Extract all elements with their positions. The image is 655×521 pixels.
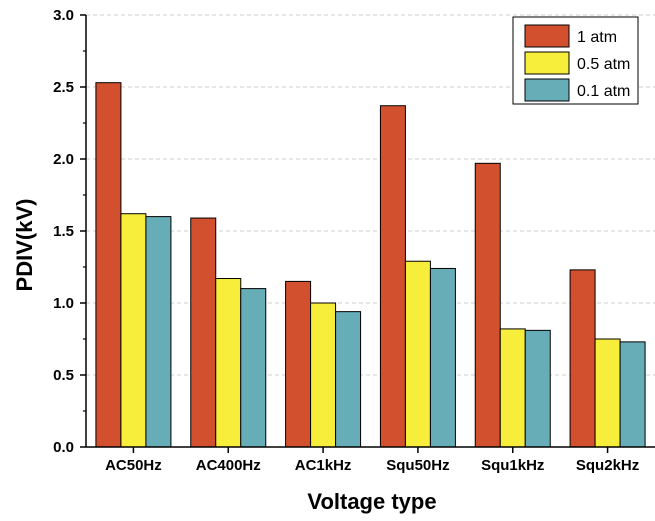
y-tick-label: 2.5 [53, 79, 74, 96]
legend-label: 0.1 atm [577, 83, 630, 100]
bar [95, 82, 122, 448]
bar [594, 338, 621, 448]
x-tick-label: AC1kHz [295, 457, 352, 474]
y-tick-label: 1.0 [53, 295, 74, 312]
y-tick-label: 2.0 [53, 151, 74, 168]
y-tick-label: 0.0 [53, 439, 74, 456]
x-tick-label: Squ50Hz [386, 457, 449, 474]
bar [524, 329, 551, 448]
bar [474, 162, 501, 448]
x-axis-title: Voltage type [307, 489, 436, 514]
bar [379, 105, 406, 448]
bar [285, 280, 312, 448]
bar [569, 269, 596, 448]
bar [120, 213, 147, 448]
bar [145, 216, 172, 448]
y-tick-label: 0.5 [53, 367, 74, 384]
legend-swatch [524, 78, 570, 102]
y-tick-label: 3.0 [53, 7, 74, 24]
bar [215, 278, 242, 448]
y-axis-title: PDIV(kV) [12, 199, 37, 292]
bar [335, 311, 362, 448]
bar [619, 341, 646, 448]
gridlines [86, 14, 655, 376]
bars [95, 82, 646, 448]
bar [404, 260, 431, 448]
bar [429, 267, 456, 448]
x-tick-label: AC400Hz [196, 457, 261, 474]
legend-swatch [524, 24, 570, 48]
x-tick-label: Squ2kHz [576, 457, 639, 474]
x-tick-label: AC50Hz [105, 457, 162, 474]
legend-label: 0.5 atm [577, 56, 630, 73]
bar [499, 328, 526, 448]
bar [310, 302, 337, 448]
tick-labels: 0.0 0.5 1.0 1.5 2.0 2.5 3.0 [53, 7, 74, 456]
legend-label: 1 atm [577, 29, 617, 46]
y-tick-label: 1.5 [53, 223, 74, 240]
bar [190, 217, 217, 448]
legend-swatch [524, 51, 570, 75]
legend: 1 atm 0.5 atm 0.1 atm [512, 16, 639, 105]
x-tick-label: Squ1kHz [481, 457, 544, 474]
bar [240, 288, 267, 448]
axes [80, 14, 655, 453]
category-labels: AC50Hz AC400Hz AC1kHz Squ50Hz Squ1kHz Squ2kHz [105, 457, 639, 474]
